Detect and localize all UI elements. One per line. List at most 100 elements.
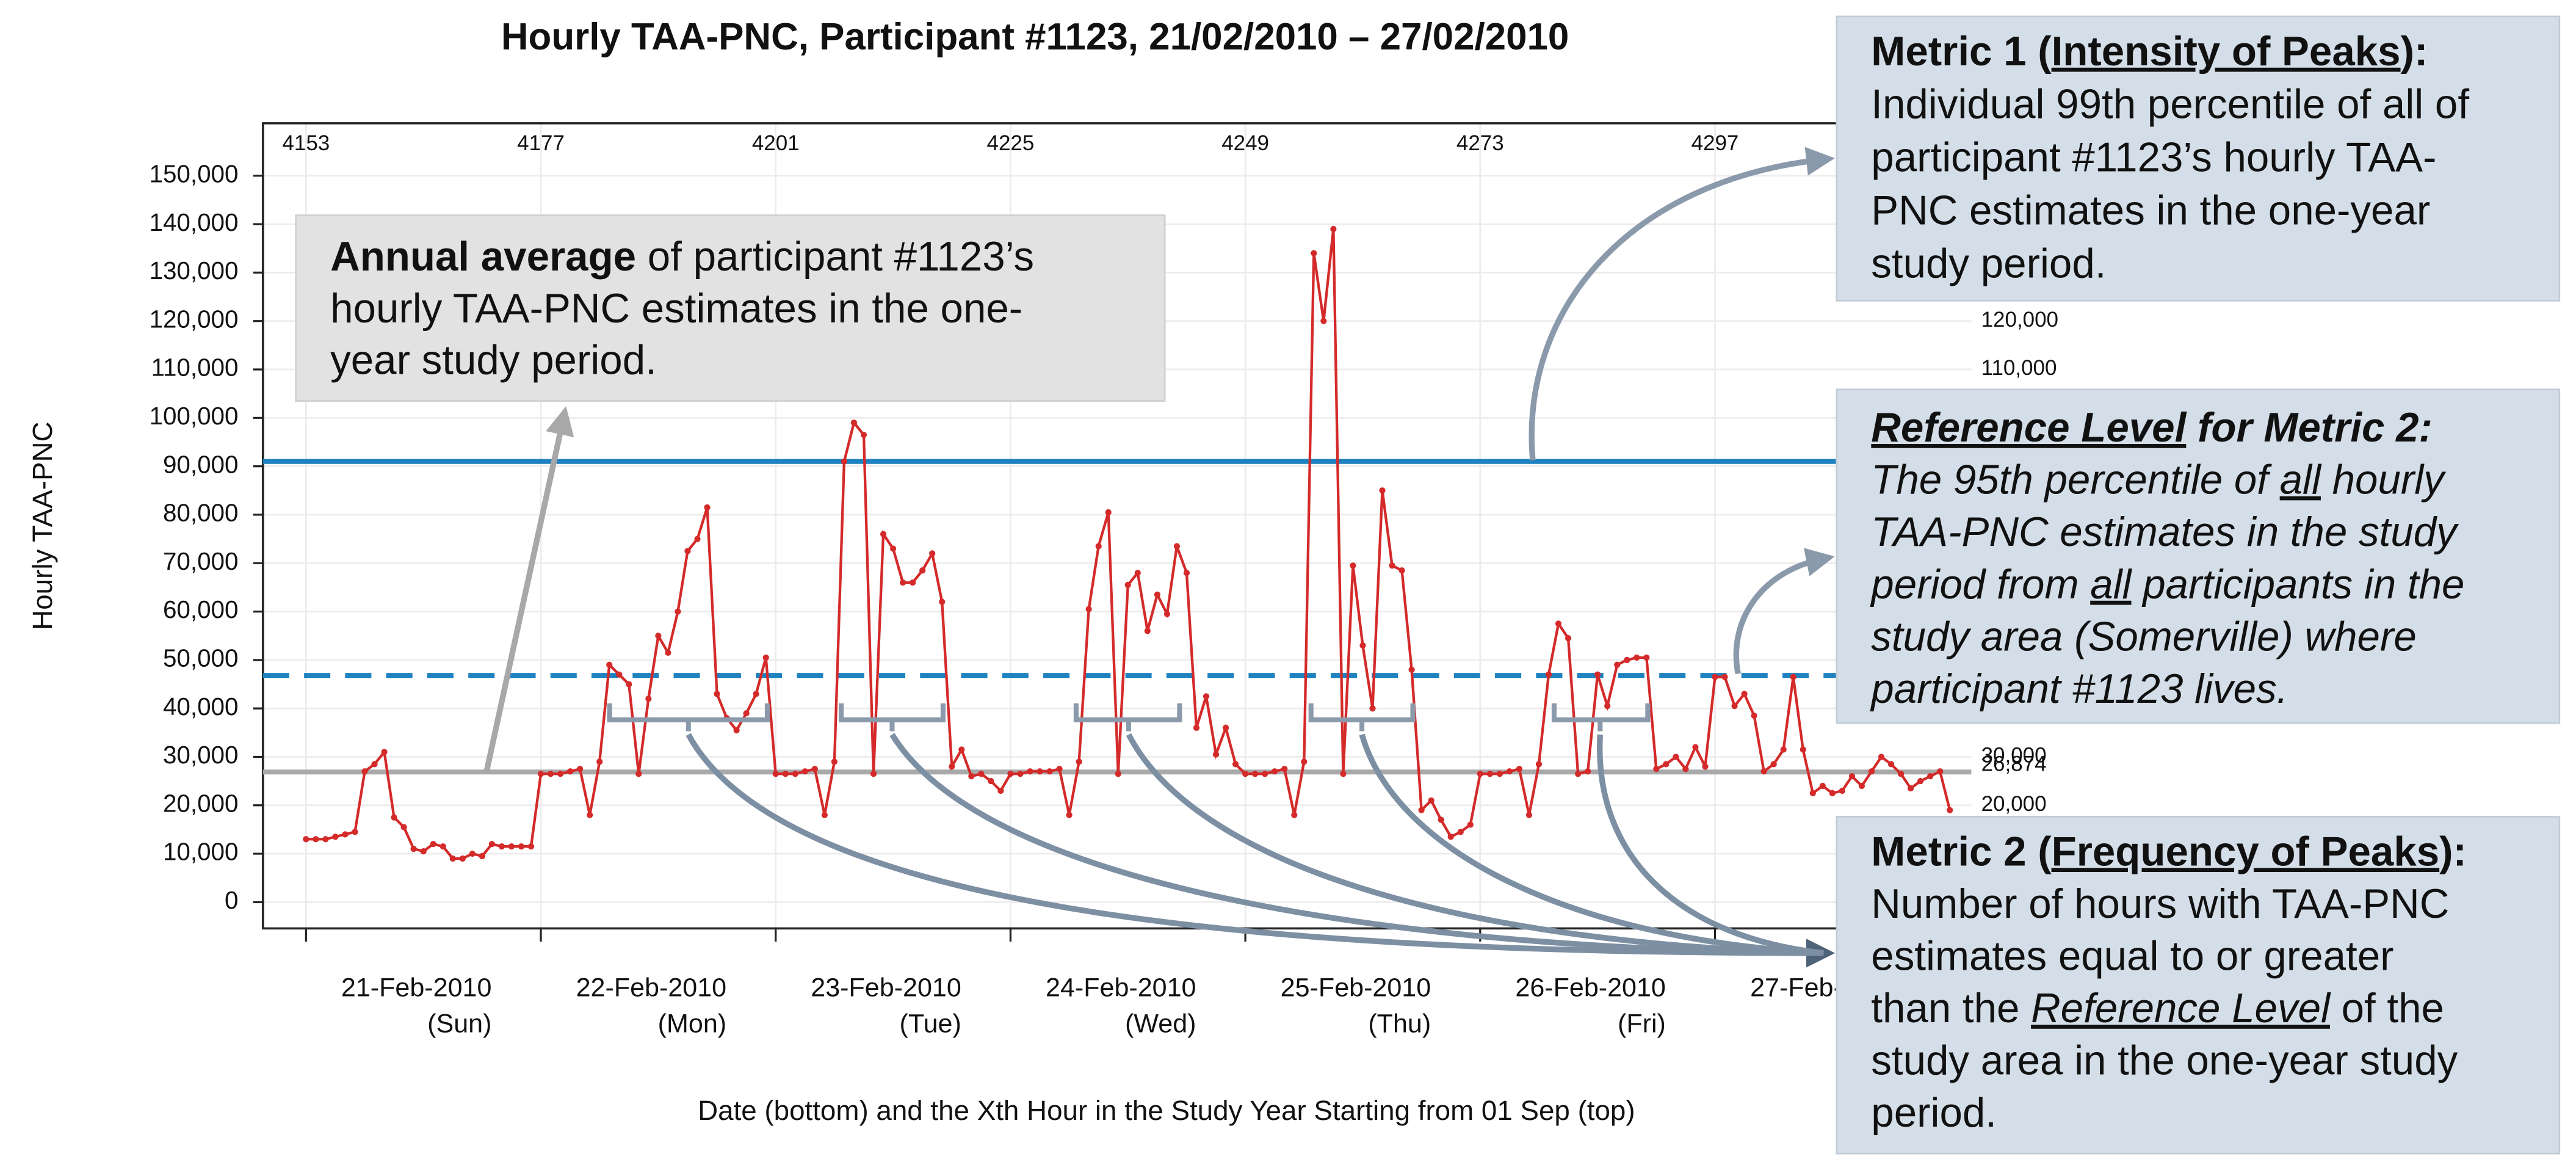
annotation-text: estimates equal to or greater bbox=[1871, 933, 2393, 979]
annotation-text: PNC estimates in the one-year bbox=[1871, 187, 2430, 233]
data-point bbox=[1115, 771, 1121, 777]
annotation-line: Number of hours with TAA-PNC bbox=[1871, 881, 2449, 927]
data-point bbox=[1330, 225, 1337, 233]
y-tick-label: 60,000 bbox=[163, 595, 238, 623]
annotation-line: year study period. bbox=[330, 337, 657, 383]
y-tick-label: 80,000 bbox=[163, 499, 238, 527]
data-point bbox=[1105, 509, 1112, 516]
annotation-text: Intensity of Peaks bbox=[2052, 29, 2401, 74]
data-point bbox=[1242, 771, 1249, 777]
data-point bbox=[1467, 821, 1474, 828]
data-point bbox=[910, 579, 916, 586]
data-point bbox=[1927, 773, 1934, 780]
annotation-text: of the bbox=[2330, 986, 2444, 1031]
data-point bbox=[1154, 591, 1160, 598]
annotation-text: of participant #1123’s bbox=[636, 234, 1034, 280]
data-point bbox=[352, 829, 358, 835]
y2-tick-label: 30,000 bbox=[1981, 744, 2047, 768]
data-point bbox=[1751, 712, 1757, 719]
data-point bbox=[1780, 746, 1787, 753]
data-point bbox=[1262, 771, 1268, 777]
annotation-text: hourly bbox=[2321, 457, 2447, 503]
data-point bbox=[313, 836, 319, 843]
bracket bbox=[1073, 703, 1182, 732]
data-point bbox=[655, 633, 662, 639]
data-point bbox=[1007, 771, 1014, 777]
data-point bbox=[1056, 766, 1063, 772]
arrows bbox=[483, 147, 1836, 968]
data-point bbox=[762, 654, 769, 661]
data-point bbox=[1340, 771, 1347, 777]
data-point bbox=[626, 681, 632, 688]
data-point bbox=[1555, 620, 1562, 627]
data-point bbox=[1496, 771, 1503, 777]
annotation-line: Metric 1 (Intensity of Peaks): bbox=[1871, 29, 2428, 74]
data-point bbox=[870, 771, 877, 777]
data-point bbox=[1574, 771, 1582, 777]
data-point bbox=[400, 824, 407, 830]
data-point bbox=[753, 691, 759, 697]
data-point bbox=[1027, 768, 1033, 775]
data-point bbox=[880, 531, 887, 537]
data-point bbox=[860, 431, 867, 438]
data-point bbox=[821, 812, 828, 818]
data-point bbox=[557, 771, 564, 777]
data-point bbox=[518, 843, 525, 850]
data-point bbox=[1212, 751, 1220, 758]
data-point bbox=[1350, 562, 1356, 569]
data-point bbox=[1017, 771, 1024, 777]
x-date-label: 22-Feb-2010 bbox=[576, 973, 727, 1002]
annotation-text: study area in the one-year study bbox=[1871, 1037, 2458, 1083]
data-point bbox=[371, 761, 378, 768]
annotation-line: study period. bbox=[1871, 241, 2106, 286]
data-point bbox=[606, 661, 613, 668]
annotation-box bbox=[1836, 816, 2561, 1155]
x-date-label: 26-Feb-2010 bbox=[1515, 973, 1666, 1002]
annotation-text: than the bbox=[1871, 986, 2031, 1031]
annotation-line: Annual average of participant #1123’s bbox=[330, 234, 1034, 280]
annotation-text: Reference Level bbox=[1871, 405, 2187, 451]
data-point bbox=[684, 548, 691, 554]
data-point bbox=[430, 841, 436, 848]
annotation-line: period from all participants in the bbox=[1870, 562, 2464, 608]
annotation-text: all bbox=[2090, 562, 2132, 608]
y-tick-label: 70,000 bbox=[163, 547, 238, 575]
data-point bbox=[1907, 785, 1914, 792]
x-top-tick-label: 4297 bbox=[1691, 131, 1739, 155]
x-top-tick-label: 4225 bbox=[987, 131, 1035, 155]
data-point bbox=[1193, 724, 1200, 731]
annotation-text: year study period. bbox=[330, 337, 657, 383]
data-point bbox=[459, 855, 466, 862]
data-point bbox=[1858, 782, 1865, 790]
data-point bbox=[1183, 569, 1190, 576]
arrow bbox=[1596, 734, 1824, 956]
annotation-text: participant #1123 lives. bbox=[1870, 666, 2288, 712]
data-point bbox=[1428, 797, 1435, 804]
data-point bbox=[361, 768, 368, 775]
data-point bbox=[1076, 758, 1082, 765]
y-tick-label: 120,000 bbox=[150, 305, 239, 333]
data-point bbox=[469, 850, 476, 857]
data-point bbox=[1311, 250, 1317, 256]
y2-tick-label: 120,000 bbox=[1981, 308, 2058, 332]
arrow bbox=[1359, 733, 1824, 956]
annotation-line: PNC estimates in the one-year bbox=[1871, 187, 2430, 233]
data-point bbox=[1819, 782, 1826, 790]
annotation-text: participants in the bbox=[2132, 562, 2465, 608]
data-point bbox=[1037, 768, 1043, 775]
data-point bbox=[596, 758, 603, 765]
data-point bbox=[1682, 766, 1689, 772]
data-point bbox=[635, 771, 642, 777]
data-point bbox=[792, 771, 798, 777]
data-point bbox=[1692, 744, 1699, 750]
data-point bbox=[616, 671, 623, 678]
data-point bbox=[1673, 754, 1679, 760]
annotation-line: hourly TAA-PNC estimates in the one- bbox=[330, 286, 1022, 332]
annotation-line: The 95th percentile of all hourly bbox=[1871, 457, 2447, 503]
data-point bbox=[997, 787, 1004, 794]
data-point bbox=[714, 691, 720, 697]
data-point bbox=[1634, 654, 1640, 661]
x-day-label: (Sun) bbox=[427, 1009, 491, 1039]
